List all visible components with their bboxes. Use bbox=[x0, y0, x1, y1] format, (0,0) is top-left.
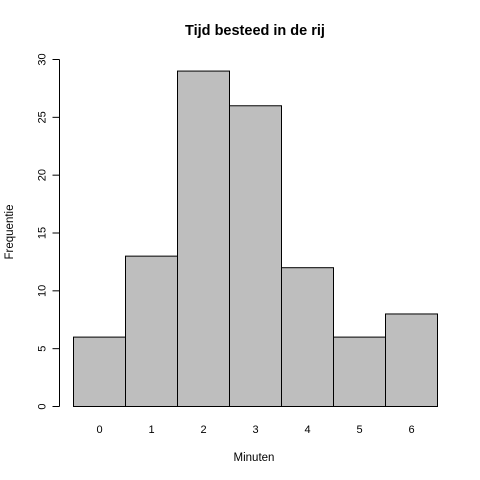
y-tick-label: 15 bbox=[36, 227, 48, 239]
y-tick-label: 20 bbox=[36, 169, 48, 181]
bar-6 bbox=[385, 313, 438, 408]
bar-1 bbox=[125, 255, 178, 407]
x-tick-label: 2 bbox=[200, 424, 206, 436]
bar-5 bbox=[333, 336, 386, 408]
chart-title: Tijd besteed in de rij bbox=[185, 23, 325, 39]
x-tick-label: 0 bbox=[96, 424, 102, 436]
bar-2 bbox=[177, 70, 230, 407]
y-tick-label: 30 bbox=[36, 53, 48, 65]
y-tick-label: 5 bbox=[36, 346, 48, 352]
y-axis: 0 5 10 15 20 25 30 bbox=[36, 53, 60, 410]
bar-0 bbox=[73, 336, 126, 408]
bar-3 bbox=[229, 105, 282, 408]
x-tick-label: 5 bbox=[356, 424, 362, 436]
x-tick-labels: 0 1 2 3 4 5 6 bbox=[96, 424, 414, 436]
x-tick-label: 6 bbox=[408, 424, 414, 436]
x-tick-label: 4 bbox=[304, 424, 310, 436]
y-tick-label: 0 bbox=[36, 403, 48, 409]
x-axis-label: Minuten bbox=[234, 452, 275, 464]
y-tick-label: 25 bbox=[36, 111, 48, 123]
bar-4 bbox=[281, 267, 334, 408]
bars-group bbox=[73, 70, 438, 408]
y-tick-label: 10 bbox=[36, 285, 48, 297]
y-axis-label: Frequentie bbox=[4, 205, 16, 260]
x-tick-label: 1 bbox=[148, 424, 154, 436]
x-tick-label: 3 bbox=[252, 424, 258, 436]
